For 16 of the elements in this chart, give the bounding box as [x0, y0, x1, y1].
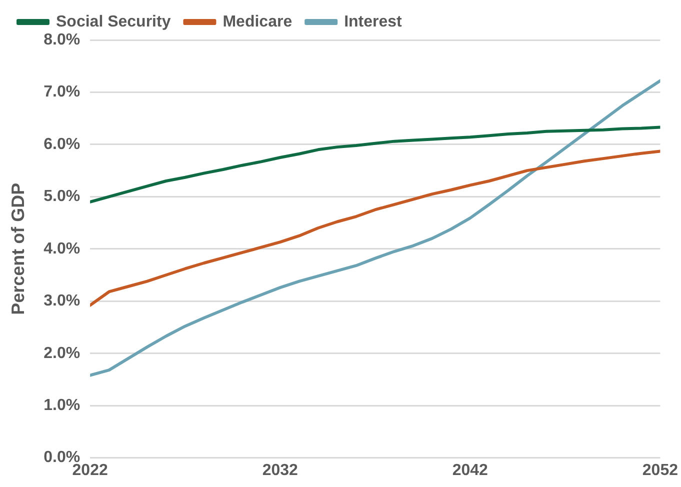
y-axis-title: Percent of GDP [8, 182, 28, 315]
x-tick-label: 2052 [642, 462, 678, 479]
x-tick-label: 2042 [452, 462, 488, 479]
y-tick-label: 2.0% [44, 344, 80, 362]
y-tick-label: 1.0% [44, 396, 80, 414]
legend-label: Medicare [222, 13, 292, 30]
legend-label: Social Security [56, 13, 171, 30]
y-tick-label: 4.0% [44, 240, 80, 258]
x-tick-label: 2032 [262, 462, 298, 479]
legend-label: Interest [344, 13, 403, 30]
y-tick-label: 3.0% [44, 292, 80, 310]
y-tick-label: 6.0% [44, 136, 80, 153]
x-tick-label: 2022 [72, 462, 108, 479]
y-tick-label: 7.0% [44, 84, 80, 101]
y-tick-label: 8.0% [44, 31, 80, 48]
y-tick-label: 5.0% [44, 188, 80, 206]
